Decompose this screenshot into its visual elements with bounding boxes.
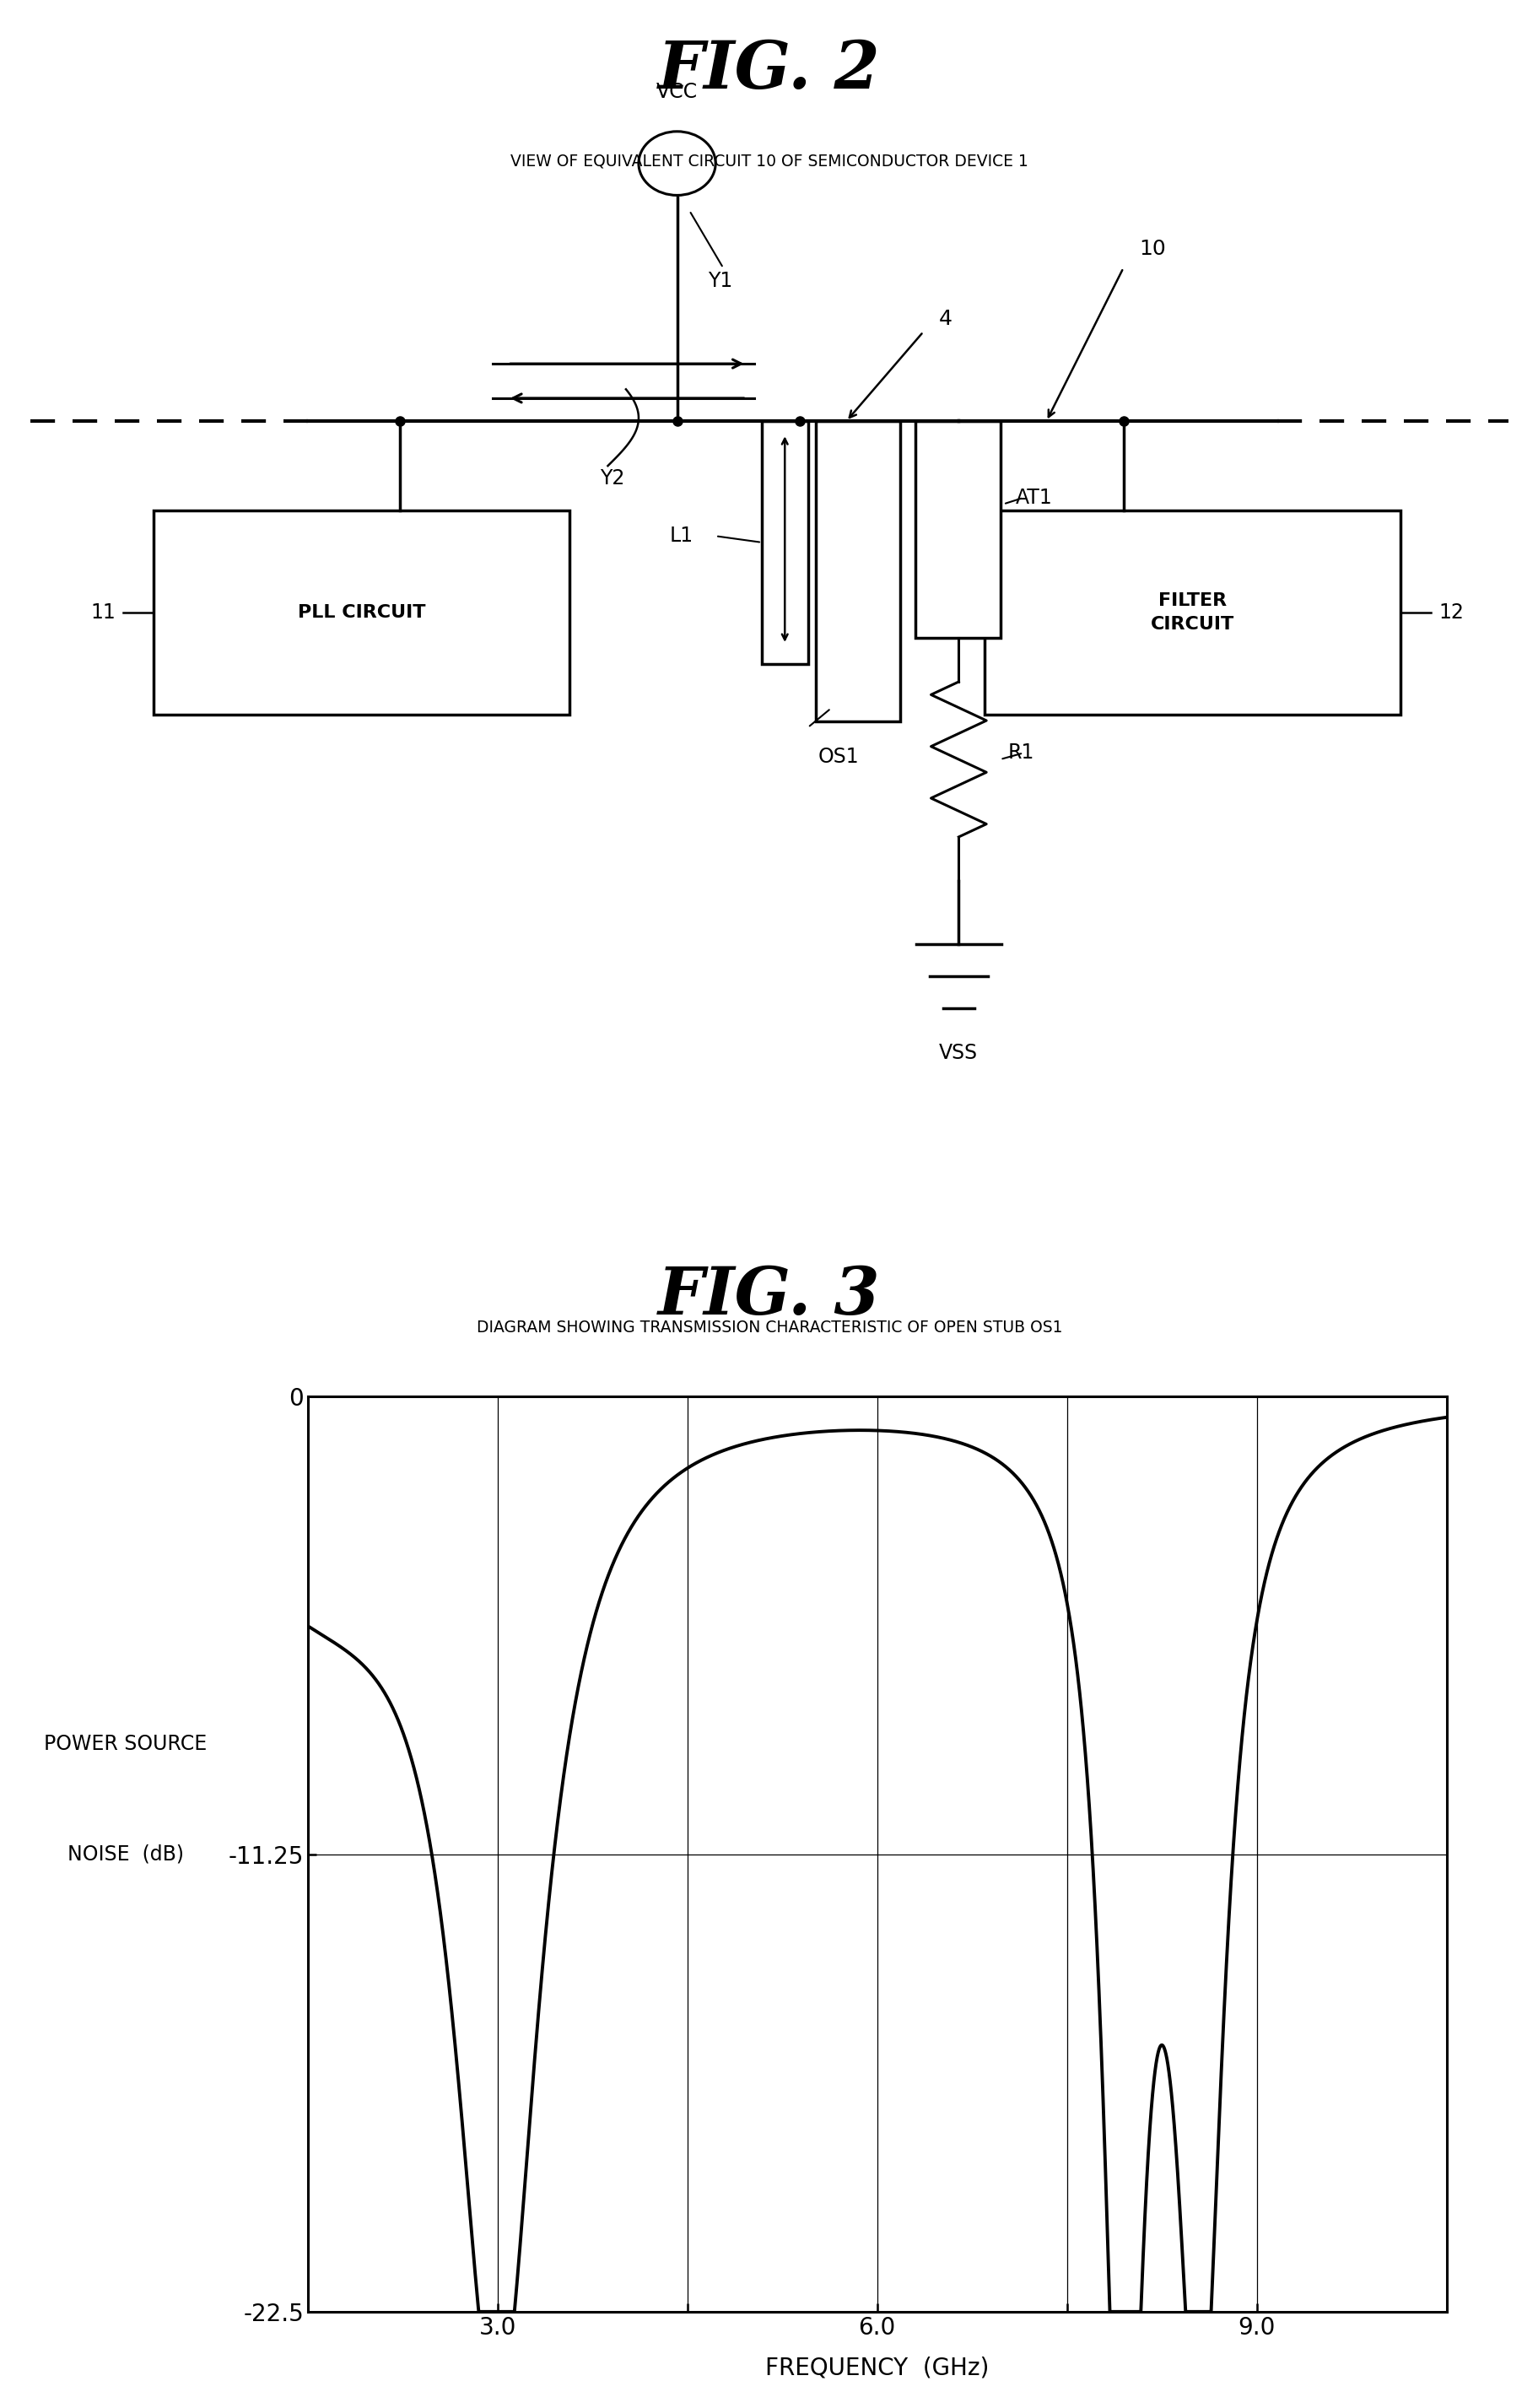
Bar [154, 510, 569, 715]
Text: VCC: VCC [657, 82, 697, 101]
Text: FIG. 2: FIG. 2 [658, 39, 880, 104]
Text: 12: 12 [1438, 602, 1463, 624]
Text: 10: 10 [1138, 238, 1164, 260]
Bar [761, 421, 807, 665]
Text: Y2: Y2 [600, 470, 624, 489]
Text: FIG. 3: FIG. 3 [658, 1264, 880, 1329]
Bar [984, 510, 1400, 715]
X-axis label: FREQUENCY  (GHz): FREQUENCY (GHz) [764, 2355, 989, 2379]
Text: OS1: OS1 [818, 746, 858, 766]
Text: 4: 4 [938, 308, 952, 330]
Bar [915, 421, 1000, 638]
Text: PLL CIRCUIT: PLL CIRCUIT [297, 604, 426, 621]
Text: AT1: AT1 [1015, 486, 1052, 508]
Text: L1: L1 [669, 525, 692, 547]
Text: DIAGRAM SHOWING TRANSMISSION CHARACTERISTIC OF OPEN STUB OS1: DIAGRAM SHOWING TRANSMISSION CHARACTERIS… [477, 1320, 1061, 1336]
Text: VIEW OF EQUIVALENT CIRCUIT 10 OF SEMICONDUCTOR DEVICE 1: VIEW OF EQUIVALENT CIRCUIT 10 OF SEMICON… [511, 154, 1027, 169]
Bar [815, 421, 900, 720]
Text: NOISE  (dB): NOISE (dB) [68, 1845, 183, 1864]
Text: POWER SOURCE: POWER SOURCE [45, 1734, 208, 1755]
Text: R1: R1 [1007, 742, 1034, 763]
Text: 11: 11 [91, 602, 115, 624]
Text: Y1: Y1 [707, 270, 732, 291]
Text: VSS: VSS [938, 1043, 978, 1062]
Text: FILTER
CIRCUIT: FILTER CIRCUIT [1150, 592, 1233, 633]
